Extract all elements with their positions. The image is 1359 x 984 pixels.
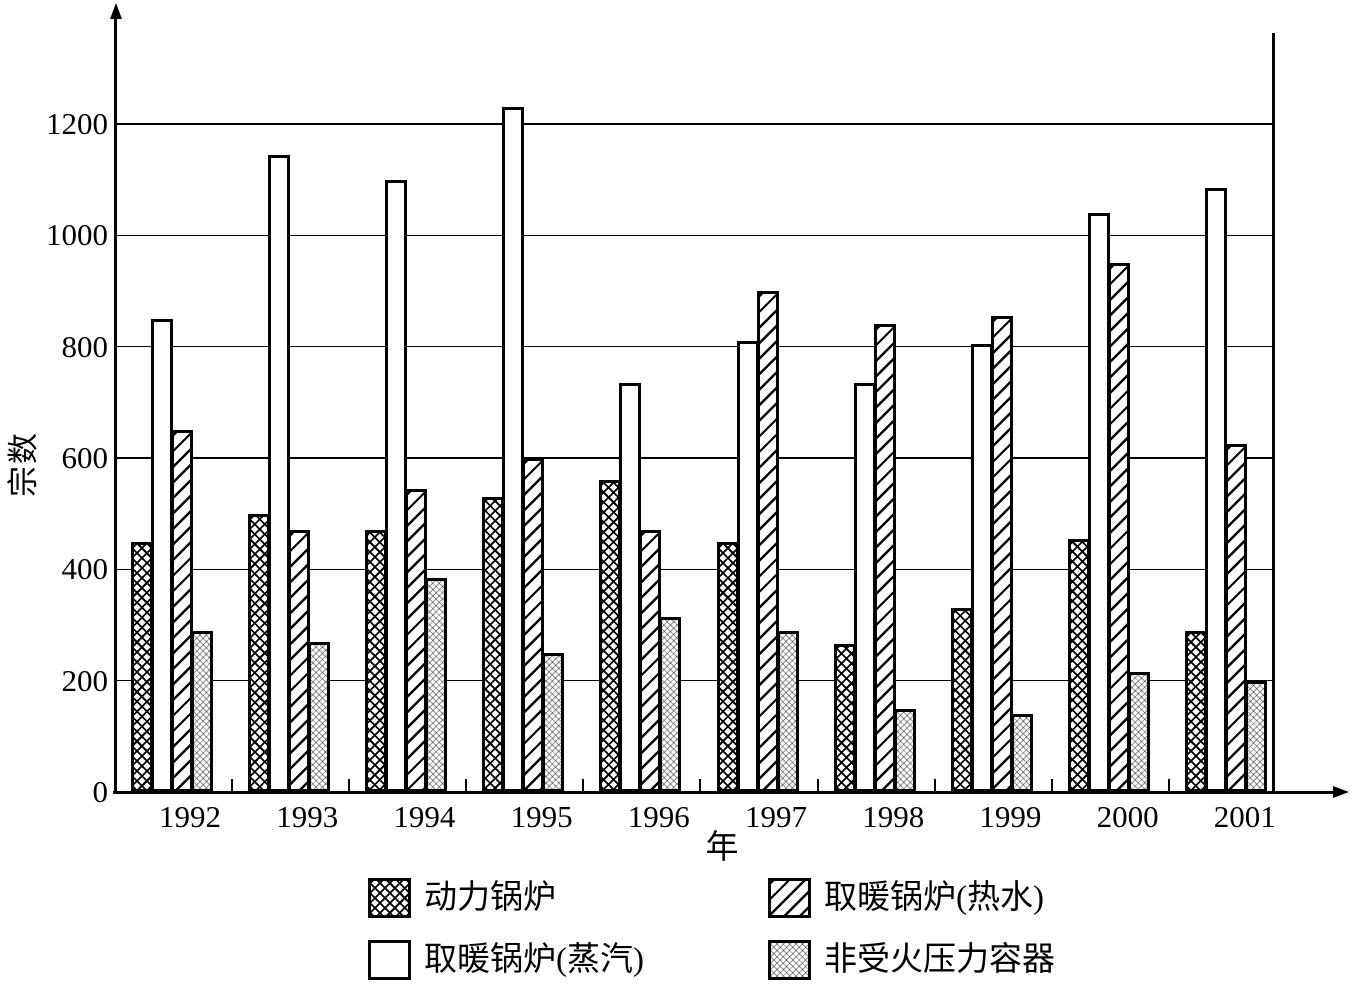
plot-right-border xyxy=(1271,33,1275,792)
bar-heating-boiler-steam-1998 xyxy=(853,382,876,792)
x-axis-tick-1 xyxy=(347,779,350,792)
bar-power-boiler-1994 xyxy=(364,530,387,792)
bar-heating-boiler-steam-1992 xyxy=(150,318,173,792)
x-tick-label-1992: 1992 xyxy=(159,799,221,834)
legend-swatch-power-boiler xyxy=(368,878,411,918)
bar-heating-boiler-steam-1994 xyxy=(384,179,407,792)
bar-heating-boiler-steam-2000 xyxy=(1088,213,1111,792)
bar-non-fired-pressure-vessel-1992 xyxy=(190,630,213,792)
x-tick-label-2001: 2001 xyxy=(1213,799,1276,834)
x-tick-label-1998: 1998 xyxy=(862,799,925,834)
y-tick-label-200: 200 xyxy=(61,662,109,698)
bar-heating-boiler-hotwater-1997 xyxy=(756,291,779,792)
legend-swatch-non-fired-pressure-vessel xyxy=(768,940,811,980)
gridline-200 xyxy=(115,679,1274,682)
bar-power-boiler-2000 xyxy=(1068,538,1091,792)
gridline-800 xyxy=(115,345,1274,348)
bar-heating-boiler-hotwater-1995 xyxy=(522,458,545,792)
legend-item-power-boiler: 动力锅炉 xyxy=(368,878,556,918)
x-axis-tick-4 xyxy=(699,779,702,792)
legend-item-non-fired-pressure-vessel: 非受火压力容器 xyxy=(768,940,1055,980)
x-tick-label-1995: 1995 xyxy=(510,799,573,834)
bar-non-fired-pressure-vessel-1994 xyxy=(424,577,447,792)
x-axis-title: 年 xyxy=(705,830,739,866)
bar-non-fired-pressure-vessel-2001 xyxy=(1245,680,1268,792)
bar-non-fired-pressure-vessel-1999 xyxy=(1010,714,1033,792)
y-tick-label-1200: 1200 xyxy=(46,106,108,141)
bar-non-fired-pressure-vessel-1993 xyxy=(307,641,330,792)
bar-power-boiler-1999 xyxy=(950,608,973,792)
legend-item-heating-boiler-hotwater: 取暖锅炉(热水) xyxy=(768,878,1044,918)
bar-power-boiler-1997 xyxy=(716,541,739,792)
x-axis xyxy=(113,790,1335,794)
bar-non-fired-pressure-vessel-1996 xyxy=(659,616,682,792)
y-tick-label-0: 0 xyxy=(92,774,109,809)
bar-power-boiler-1998 xyxy=(833,644,856,792)
x-axis-tick-8 xyxy=(1168,779,1171,792)
legend-swatch-heating-boiler-steam xyxy=(368,940,411,980)
y-tick-label-600: 600 xyxy=(61,440,109,475)
bar-non-fired-pressure-vessel-1997 xyxy=(776,630,799,792)
bar-heating-boiler-hotwater-2001 xyxy=(1225,444,1248,792)
bar-heating-boiler-steam-1997 xyxy=(736,341,759,792)
x-axis-arrow-icon xyxy=(1333,786,1349,798)
bar-heating-boiler-hotwater-1999 xyxy=(990,316,1013,792)
y-tick-label-800: 800 xyxy=(61,328,109,364)
legend-label-heating-boiler-hotwater: 取暖锅炉(热水) xyxy=(824,880,1044,916)
bar-heating-boiler-hotwater-1992 xyxy=(170,430,193,792)
gridline-400 xyxy=(115,568,1274,571)
bar-heating-boiler-hotwater-1993 xyxy=(287,530,310,792)
x-tick-label-1997: 1997 xyxy=(745,799,807,834)
gridline-1200 xyxy=(115,123,1274,125)
bar-non-fired-pressure-vessel-1998 xyxy=(893,708,916,792)
legend-item-heating-boiler-steam: 取暖锅炉(蒸汽) xyxy=(368,940,644,980)
bar-heating-boiler-hotwater-1996 xyxy=(639,530,662,792)
legend-label-power-boiler: 动力锅炉 xyxy=(424,880,556,916)
x-tick-label-1996: 1996 xyxy=(627,799,690,834)
bar-power-boiler-1993 xyxy=(247,513,270,792)
x-tick-label-1999: 1999 xyxy=(979,799,1042,834)
gridline-600 xyxy=(115,457,1274,459)
bar-power-boiler-1995 xyxy=(482,496,505,792)
bar-heating-boiler-steam-1995 xyxy=(502,107,525,792)
y-axis xyxy=(113,14,117,792)
x-axis-tick-2 xyxy=(464,779,467,792)
x-tick-label-1994: 1994 xyxy=(393,799,456,834)
y-axis-arrow-icon xyxy=(109,3,122,19)
legend-swatch-heating-boiler-hotwater xyxy=(768,878,811,918)
x-axis-tick-6 xyxy=(933,779,936,792)
bar-heating-boiler-steam-1999 xyxy=(970,343,993,792)
legend-label-non-fired-pressure-vessel: 非受火压力容器 xyxy=(824,942,1055,978)
bar-non-fired-pressure-vessel-2000 xyxy=(1128,672,1151,792)
bar-heating-boiler-hotwater-2000 xyxy=(1108,263,1131,792)
x-tick-label-2000: 2000 xyxy=(1096,799,1159,834)
bar-heating-boiler-steam-2001 xyxy=(1205,188,1228,792)
x-axis-tick-7 xyxy=(1050,779,1053,792)
bar-heating-boiler-hotwater-1998 xyxy=(873,324,896,792)
legend-label-heating-boiler-steam: 取暖锅炉(蒸汽) xyxy=(424,942,644,978)
bar-power-boiler-1992 xyxy=(130,541,153,792)
bar-heating-boiler-hotwater-1994 xyxy=(404,488,427,792)
bar-heating-boiler-steam-1996 xyxy=(619,382,642,792)
bar-non-fired-pressure-vessel-1995 xyxy=(542,652,565,792)
bar-power-boiler-2001 xyxy=(1185,630,1208,792)
y-tick-label-400: 400 xyxy=(61,551,109,587)
x-axis-tick-3 xyxy=(582,779,585,792)
bar-heating-boiler-steam-1993 xyxy=(267,154,290,792)
bar-power-boiler-1996 xyxy=(599,480,622,792)
x-axis-tick-5 xyxy=(816,779,819,792)
x-axis-tick-0 xyxy=(230,779,233,792)
y-tick-label-1000: 1000 xyxy=(46,217,108,253)
gridline-1000 xyxy=(115,234,1274,237)
x-tick-label-1993: 1993 xyxy=(276,799,339,834)
